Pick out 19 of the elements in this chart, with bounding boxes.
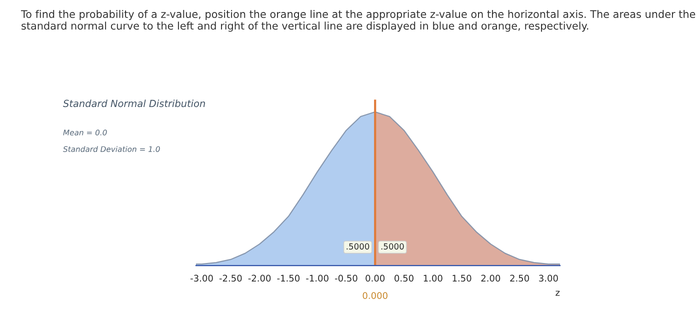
- x-axis-title: z: [556, 290, 560, 296]
- x-tick-label: -1.50: [277, 274, 300, 282]
- x-tick-label: -2.50: [219, 274, 242, 282]
- x-tick-label: -2.00: [248, 274, 271, 282]
- annotation: .5000: [346, 243, 370, 250]
- x-tick-label: 2.50: [510, 274, 530, 282]
- x-tick-label: 2.00: [481, 274, 500, 282]
- x-tick-label: -0.50: [334, 274, 358, 282]
- x-tick-label: 0.00: [366, 274, 385, 282]
- x-tick-label: -1.00: [306, 274, 328, 282]
- x-tick-label: 1.00: [424, 274, 442, 282]
- chart-subtitle: Standard Normal Distribution: [63, 100, 205, 108]
- x-tick-label: 1.50: [452, 274, 472, 282]
- ref-line-label: 0.000: [362, 292, 388, 299]
- chart-title: To find the probability of a z-value, position the orange line at the appropriate z-value on the horizontal axis. The areas under the standard normal curve to the left and right of the vertical line are displayed in blue and orange, respectively.: [20, 10, 696, 32]
- x-tick-label: 0.50: [394, 274, 414, 282]
- x-tick-label: -3.00: [190, 274, 213, 282]
- x-tick-label: 3.00: [539, 274, 558, 282]
- annotation: .5000: [381, 243, 404, 250]
